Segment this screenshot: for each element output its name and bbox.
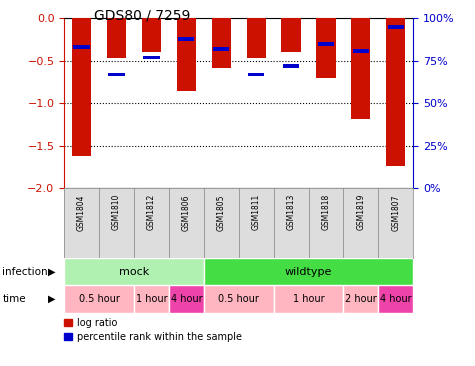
Text: GSM1813: GSM1813 xyxy=(286,194,295,231)
Text: GSM1818: GSM1818 xyxy=(322,194,331,230)
Text: 1 hour: 1 hour xyxy=(293,294,324,304)
Bar xyxy=(169,285,204,313)
Bar xyxy=(316,18,335,78)
Text: time: time xyxy=(2,294,26,304)
Bar xyxy=(142,18,161,52)
Text: GSM1810: GSM1810 xyxy=(112,194,121,231)
Bar xyxy=(353,49,369,53)
Bar xyxy=(134,285,169,313)
Text: mock: mock xyxy=(119,267,149,277)
Bar xyxy=(72,18,91,156)
Text: ▶: ▶ xyxy=(48,267,55,277)
Bar xyxy=(177,18,196,91)
Bar xyxy=(64,258,204,285)
Text: GSM1806: GSM1806 xyxy=(182,194,191,231)
Bar xyxy=(274,285,343,313)
Bar xyxy=(64,285,134,313)
Text: GSM1805: GSM1805 xyxy=(217,194,226,231)
Text: GSM1804: GSM1804 xyxy=(77,194,86,231)
Text: 4 hour: 4 hour xyxy=(171,294,202,304)
Bar xyxy=(318,42,334,46)
Bar xyxy=(386,18,405,165)
Text: GSM1819: GSM1819 xyxy=(356,194,365,231)
Text: 2 hour: 2 hour xyxy=(345,294,377,304)
Bar xyxy=(343,285,379,313)
Bar xyxy=(282,18,301,52)
Bar xyxy=(248,72,264,76)
Bar xyxy=(204,258,413,285)
Bar xyxy=(379,285,413,313)
Text: 0.5 hour: 0.5 hour xyxy=(218,294,259,304)
Text: 0.5 hour: 0.5 hour xyxy=(78,294,120,304)
Bar xyxy=(107,18,126,58)
Legend: log ratio, percentile rank within the sample: log ratio, percentile rank within the sa… xyxy=(64,318,242,342)
Text: GDS80 / 7259: GDS80 / 7259 xyxy=(95,8,190,22)
Bar xyxy=(143,56,160,59)
Bar xyxy=(108,72,124,76)
Bar xyxy=(213,47,229,51)
Text: GSM1812: GSM1812 xyxy=(147,194,156,230)
Bar xyxy=(178,37,194,41)
Text: wildtype: wildtype xyxy=(285,267,332,277)
Bar xyxy=(74,45,90,49)
Text: GSM1807: GSM1807 xyxy=(391,194,400,231)
Bar xyxy=(204,285,274,313)
Text: 1 hour: 1 hour xyxy=(135,294,167,304)
Bar xyxy=(283,64,299,68)
Text: GSM1811: GSM1811 xyxy=(252,194,261,230)
Bar xyxy=(352,18,370,119)
Bar xyxy=(388,25,404,29)
Text: ▶: ▶ xyxy=(48,294,55,304)
Text: 4 hour: 4 hour xyxy=(380,294,412,304)
Bar xyxy=(212,18,231,68)
Bar xyxy=(247,18,266,58)
Text: infection: infection xyxy=(2,267,48,277)
